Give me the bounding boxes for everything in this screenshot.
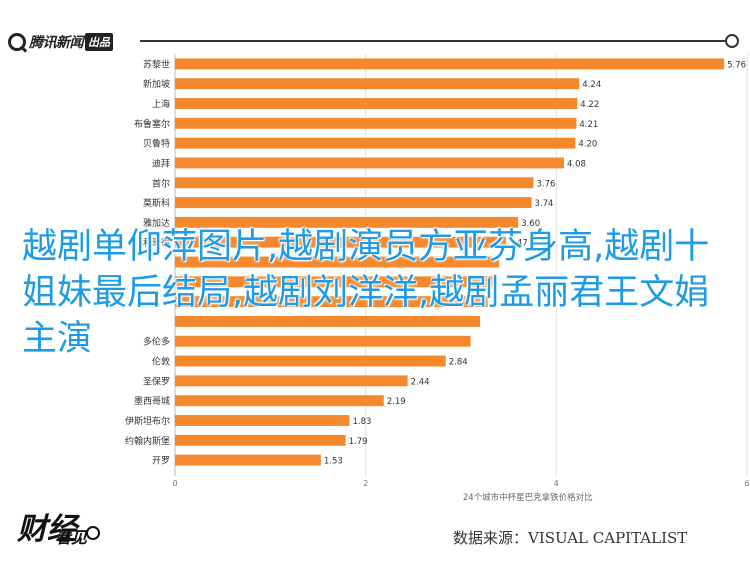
- bar: [175, 355, 446, 367]
- value-label: 2.84: [449, 358, 468, 368]
- logo-eye-mark: [86, 526, 100, 540]
- bar: [175, 276, 493, 288]
- kanjian-logo-text: 看见: [55, 528, 88, 547]
- bar: [175, 315, 481, 327]
- value-label: 2.44: [411, 377, 430, 387]
- bar: [175, 98, 578, 109]
- bar: [175, 434, 346, 446]
- caijing-kanjian-logo: 财经 看见: [15, 505, 105, 551]
- bar: [175, 454, 321, 466]
- bar: [175, 177, 534, 189]
- bar: [175, 236, 506, 248]
- logo-text: 腾讯新闻: [29, 35, 84, 51]
- category-label: 首尔: [152, 177, 170, 189]
- value-label: 3.47: [509, 239, 528, 249]
- bar: [175, 157, 564, 169]
- bar: [175, 395, 384, 407]
- category-label: 约翰内斯堡: [125, 435, 170, 447]
- ticks-layer: 0 2 4 6: [172, 479, 749, 488]
- value-label: 3.60: [521, 219, 540, 229]
- value-label: 4.24: [582, 80, 601, 90]
- category-label: 圣保罗: [143, 375, 170, 387]
- value-label: 4.22: [580, 100, 599, 110]
- bar: [175, 78, 580, 90]
- category-label: 上海: [152, 98, 170, 110]
- category-label: 莫斯科: [143, 197, 170, 209]
- category-label: 布鲁塞尔: [134, 118, 170, 130]
- bar: [175, 137, 576, 149]
- x-tick-label: 2: [363, 479, 368, 488]
- category-label: 开罗: [152, 456, 170, 467]
- bar: [175, 216, 519, 228]
- value-label: 5.76: [727, 60, 746, 70]
- tencent-news-logo: 腾讯新闻 出品: [8, 30, 113, 54]
- category-label: 利雅得: [143, 237, 170, 249]
- caijing-logo-text: 财经: [16, 512, 81, 547]
- header: 腾讯新闻 出品: [0, 0, 750, 60]
- bar: [175, 117, 577, 129]
- bar: [175, 296, 488, 308]
- bar: [175, 58, 725, 70]
- value-label: 1.83: [352, 417, 371, 427]
- category-label: 伊斯坦布尔: [125, 415, 170, 427]
- progress-knob[interactable]: [725, 34, 739, 48]
- category-label: 多伦多: [143, 336, 170, 348]
- category-label: 贝鲁特: [143, 138, 170, 150]
- caijing-logo-icon: 财经 看见: [16, 512, 100, 547]
- value-label: 4.08: [567, 159, 586, 169]
- value-label: 4.20: [578, 140, 597, 150]
- bar: [175, 375, 408, 387]
- x-tick-label: 6: [744, 479, 749, 488]
- x-tick-label: 4: [554, 479, 559, 488]
- value-label: 1.79: [349, 437, 368, 447]
- category-label: 新加坡: [143, 78, 170, 90]
- value-label: 4.21: [579, 120, 598, 130]
- bars-layer: [175, 58, 725, 466]
- value-label: 2.19: [387, 397, 406, 407]
- progress-track[interactable]: [140, 34, 739, 48]
- x-tick-label: 0: [172, 479, 177, 488]
- logo-tag: 出品: [85, 33, 113, 51]
- category-label: 苏黎世: [143, 58, 170, 70]
- bar: [175, 256, 500, 268]
- bar: [175, 197, 532, 209]
- overlay-headline: 越剧单仰萍图片,越剧演员方亚芬身高,越剧十姐妹最后结局,越剧刘洋洋,越剧孟丽君王…: [22, 227, 710, 359]
- labels-layer: 苏黎世 5.76 新加坡 4.24 上海 4.22 布鲁塞尔 4.21 贝鲁特 4.20 迪拜 4.0…: [125, 58, 746, 466]
- value-label: 1.53: [324, 457, 343, 467]
- data-source: 数据来源：VISUAL CAPITALIST: [453, 529, 688, 547]
- value-label: 3.74: [535, 199, 554, 209]
- logo-magnifier-icon: [8, 33, 26, 51]
- category-label: 墨西哥城: [134, 396, 170, 407]
- bar: [175, 335, 471, 347]
- bar: [175, 415, 350, 426]
- value-label: 3.76: [536, 179, 555, 189]
- category-label: 伦敦: [152, 356, 170, 368]
- x-axis-title: 24个城市中杯星巴克拿铁价格对比: [463, 492, 593, 503]
- category-label: 雅加达: [143, 217, 170, 229]
- category-label: 迪拜: [152, 157, 170, 169]
